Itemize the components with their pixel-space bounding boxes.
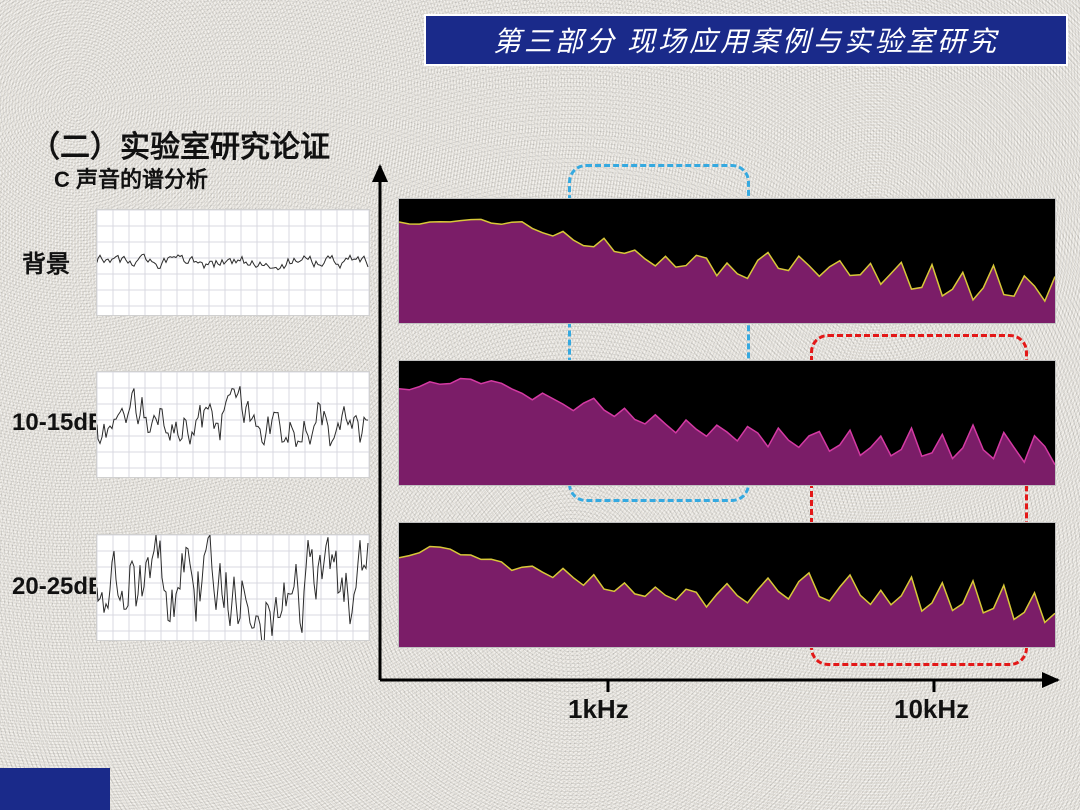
section-banner-text: 第三部分 现场应用案例与实验室研究 <box>493 20 999 60</box>
x-tick-label: 10kHz <box>894 694 969 725</box>
waveform-panel <box>96 534 370 641</box>
waveform-panel <box>96 371 370 478</box>
waveform-panel <box>96 209 370 316</box>
footer-block <box>0 768 110 810</box>
x-tick-label: 1kHz <box>568 694 629 725</box>
row-label: 背景 <box>22 244 70 279</box>
row-label: 10-15dB <box>12 409 105 437</box>
spectrum-panel <box>398 360 1056 486</box>
section-banner: 第三部分 现场应用案例与实验室研究 <box>424 14 1068 66</box>
page-subtitle: C 声音的谱分析 <box>54 162 208 194</box>
page-title: （二）实验室研究论证 <box>30 122 330 166</box>
spectrum-panel <box>398 522 1056 648</box>
spectrum-panel <box>398 198 1056 324</box>
row-label: 20-25dB <box>12 573 105 601</box>
